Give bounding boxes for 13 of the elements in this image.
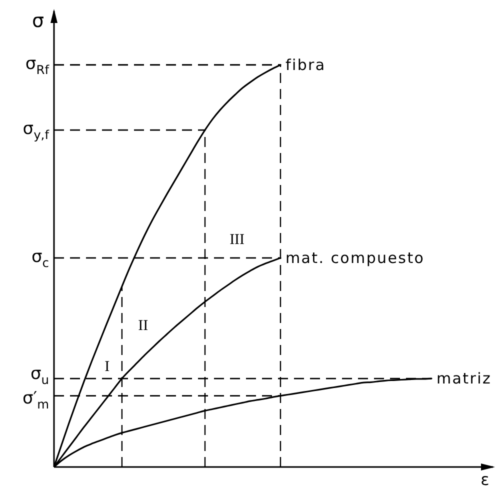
ref-line-label: σ$_{y,f}$ (22, 119, 50, 142)
series-label: mat. compuesto (285, 248, 425, 267)
annotation: II (138, 318, 148, 334)
series-label: fibra (285, 56, 326, 74)
ref-line-label: σ$_{Rf}$ (25, 54, 50, 77)
y-axis-title: σ (32, 10, 44, 32)
ref-line-label: σ$_{u}$ (30, 364, 49, 387)
ref-line-label: σ$_{c}$ (31, 246, 49, 270)
series-label: matriz (436, 370, 492, 388)
annotation: I (104, 359, 110, 376)
annotation: III (230, 232, 245, 248)
ref-line-label: σ′$_{m}$ (22, 388, 49, 412)
x-axis-title: ε (480, 470, 490, 488)
